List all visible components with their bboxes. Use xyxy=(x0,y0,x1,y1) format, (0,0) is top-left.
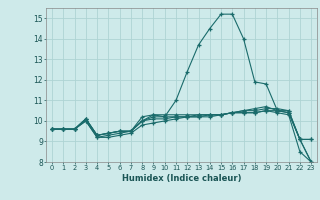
X-axis label: Humidex (Indice chaleur): Humidex (Indice chaleur) xyxy=(122,174,241,183)
